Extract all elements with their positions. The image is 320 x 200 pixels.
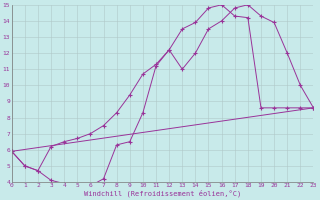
X-axis label: Windchill (Refroidissement éolien,°C): Windchill (Refroidissement éolien,°C): [84, 190, 241, 197]
